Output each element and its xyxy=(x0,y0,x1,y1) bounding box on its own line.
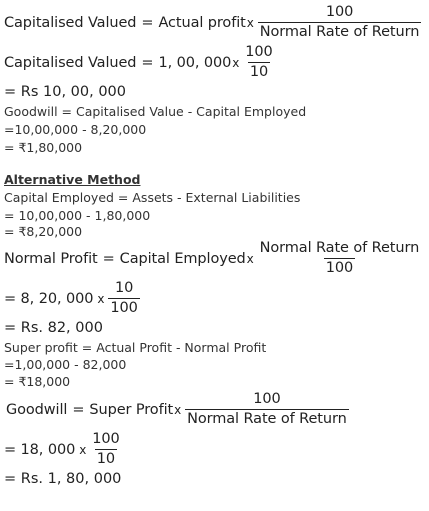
gw2-times: x xyxy=(79,442,87,457)
np2-numerator: 10 xyxy=(114,280,134,296)
eq1-denominator: Normal Rate of Return xyxy=(257,22,422,40)
capitalised-value-result: = Rs 10, 00, 000 xyxy=(4,84,127,100)
capital-employed-definition: Capital Employed = Assets - External Lia… xyxy=(4,190,301,205)
np2-lhs: = 8, 20, 000 xyxy=(4,290,94,307)
goodwill-substitution: = 18, 000 x 100 10 xyxy=(4,431,122,468)
gw-fraction: 100 Normal Rate of Return xyxy=(185,391,349,428)
eq1-term: Actual profit xyxy=(158,14,246,31)
capital-employed-calculation: = 10,00,000 - 1,80,000 xyxy=(4,208,151,223)
normal-profit-substitution: = 8, 20, 000 x 10 100 xyxy=(4,280,140,317)
goodwill-calculation: =10,00,000 - 8,20,000 xyxy=(4,122,147,137)
alternative-method-heading: Alternative Method xyxy=(4,172,141,187)
goodwill-final-result: = Rs. 1, 80, 000 xyxy=(4,471,122,487)
goodwill-definition: Goodwill = Capitalised Value - Capital E… xyxy=(4,104,307,119)
capital-employed-result: = ₹8,20,000 xyxy=(4,224,83,239)
np-equals: = xyxy=(102,250,115,267)
eq1-lhs: Capitalised Valued xyxy=(4,14,137,31)
np2-fraction: 10 100 xyxy=(108,280,140,317)
gw-equals: = xyxy=(72,401,85,418)
goodwill-result: = ₹1,80,000 xyxy=(4,140,83,155)
np-numerator: Normal Rate of Return xyxy=(259,240,420,256)
np-times: x xyxy=(246,251,254,266)
super-profit-definition: Super profit = Actual Profit - Normal Pr… xyxy=(4,340,267,355)
np2-denominator: 100 xyxy=(108,298,140,316)
normal-profit-result: = Rs. 82, 000 xyxy=(4,320,103,336)
goodwill-formula: Goodwill = Super Profit x 100 Normal Rat… xyxy=(6,391,349,428)
normal-profit-formula: Normal Profit = Capital Employed x Norma… xyxy=(4,240,421,277)
eq2-numerator: 100 xyxy=(245,44,273,60)
np2-times: x xyxy=(97,291,105,306)
gw2-fraction: 100 10 xyxy=(90,431,121,468)
eq1-numerator: 100 xyxy=(325,4,354,20)
eq1-equals: = xyxy=(141,14,154,31)
capitalised-value-formula: Capitalised Valued = Actual profit x 100… xyxy=(4,4,422,41)
eq2-equals: = xyxy=(141,54,154,71)
gw-term: Super Profit xyxy=(89,401,174,418)
gw-denominator: Normal Rate of Return xyxy=(185,409,349,427)
np-lhs: Normal Profit xyxy=(4,250,98,267)
super-profit-calculation: =1,00,000 - 82,000 xyxy=(4,357,127,372)
np-term: Capital Employed xyxy=(119,250,246,267)
gw-times: x xyxy=(174,402,182,417)
gw-numerator: 100 xyxy=(253,391,281,407)
eq2-lhs: Capitalised Valued xyxy=(4,54,137,71)
eq1-fraction: 100 Normal Rate of Return xyxy=(257,4,422,41)
eq2-times: x xyxy=(232,55,240,70)
gw2-lhs: = 18, 000 xyxy=(4,441,76,458)
eq1-times: x xyxy=(246,15,254,30)
capitalised-value-substitution: Capitalised Valued = 1, 00, 000 x 100 10 xyxy=(4,44,275,81)
super-profit-result: = ₹18,000 xyxy=(4,374,71,389)
gw-lhs: Goodwill xyxy=(6,401,68,418)
eq2-denominator: 10 xyxy=(247,62,271,80)
gw2-denominator: 10 xyxy=(94,449,118,467)
np-denominator: 100 xyxy=(323,258,356,276)
eq2-term: 1, 00, 000 xyxy=(158,54,232,71)
np-fraction: Normal Rate of Return 100 xyxy=(258,240,422,277)
eq2-fraction: 100 10 xyxy=(243,44,274,81)
gw2-numerator: 100 xyxy=(92,431,120,447)
